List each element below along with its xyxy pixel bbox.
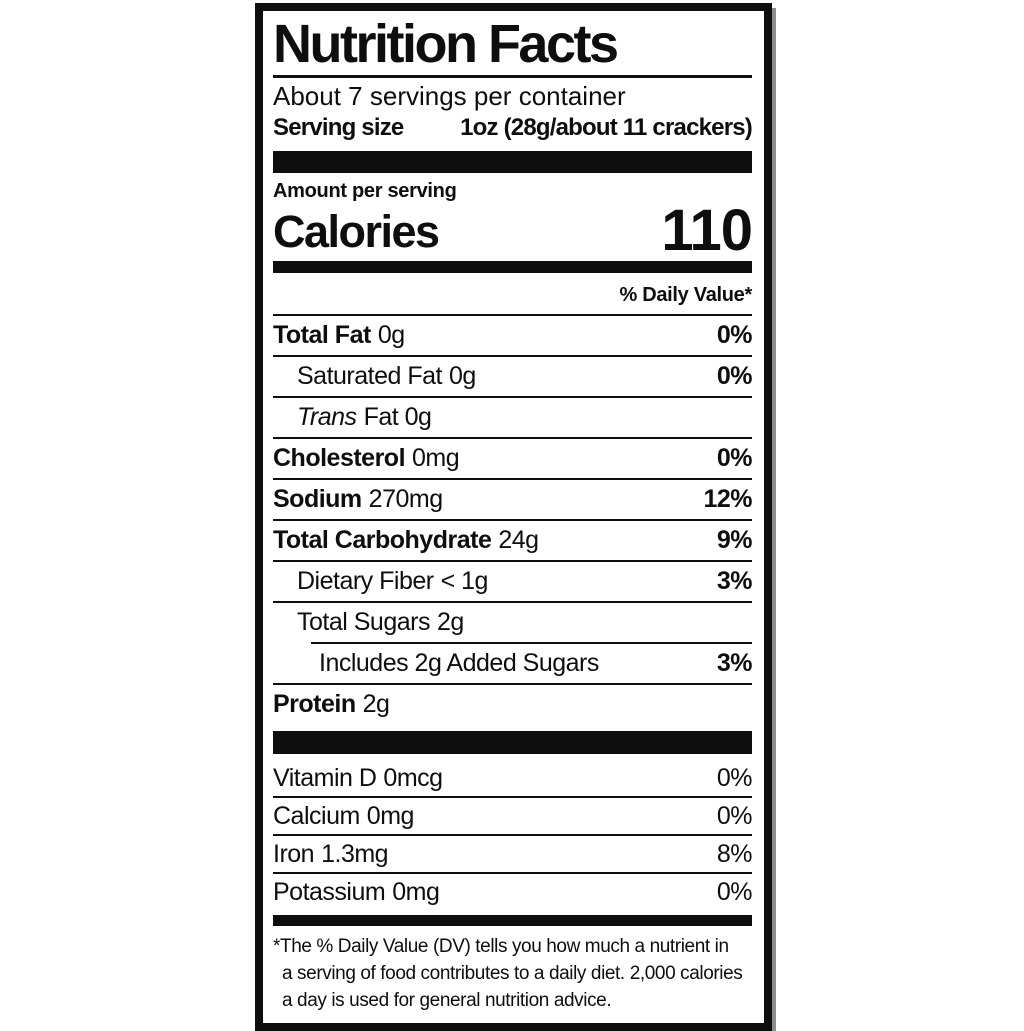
nutrient-dv: 3%: [716, 649, 753, 678]
nutrient-rows: Total Fat 0g 0% Saturated Fat 0g 0% Trans F…: [273, 314, 753, 724]
footnote-line: a serving of food contributes to a daily…: [282, 963, 743, 985]
nutrient-row-cholesterol: Cholesterol 0mg 0%: [273, 439, 753, 478]
nutrient-row-saturated-fat: Saturated Fat 0g 0%: [273, 357, 753, 396]
nutrition-facts-label: Nutrition Facts About 7 servings per con…: [255, 3, 772, 1031]
nutrient-name: Total Fat: [273, 321, 371, 350]
nutrient-name: Saturated Fat: [297, 362, 442, 391]
calories-value: 110: [661, 197, 753, 263]
amount-per-serving-label: Amount per serving: [273, 180, 457, 203]
nutrient-name: Trans: [297, 403, 357, 432]
row-divider: [273, 478, 752, 481]
nutrient-dv: 0%: [716, 444, 753, 473]
micronutrient-rows: Vitamin D 0mcg 0% Calcium 0mg 0% Iron 1.3mg…: [273, 760, 753, 910]
nutrient-amount: 0g: [448, 362, 476, 391]
row-divider: [273, 355, 752, 358]
nutrient-amount: 1.3mg: [321, 839, 389, 868]
nutrient-name: Iron: [273, 839, 315, 868]
calories-label: Calories: [273, 206, 440, 258]
nutrient-dv: 0%: [716, 321, 753, 350]
serving-size-label: Serving size: [273, 114, 404, 142]
daily-value-header: % Daily Value*: [619, 284, 752, 307]
row-divider-indented: [311, 642, 752, 645]
label-title: Nutrition Facts: [273, 14, 619, 74]
footnote-line: a day is used for general nutrition advi…: [282, 990, 612, 1012]
nutrient-name: Potassium: [273, 877, 386, 906]
serving-size-value: 1oz (28g/about 11 crackers): [460, 114, 753, 142]
nutrient-row-added-sugars: Includes 2g Added Sugars 3%: [273, 644, 753, 683]
row-divider: [273, 601, 752, 604]
nutrient-name: Sodium: [273, 485, 362, 514]
nutrient-row-protein: Protein 2g: [273, 685, 752, 724]
micronutrient-row-iron: Iron 1.3mg 8%: [273, 836, 753, 872]
servings-per-container: About 7 servings per container: [273, 81, 626, 112]
nutrient-dv: 9%: [716, 526, 753, 555]
nutrient-amount: 270mg: [368, 485, 443, 514]
section-bar-top: [273, 151, 752, 174]
nutrient-row-sodium: Sodium 270mg 12%: [273, 480, 752, 519]
section-bar-calories: [273, 261, 752, 274]
footnote-line: *The % Daily Value (DV) tells you how mu…: [273, 936, 729, 958]
daily-value-footnote: *The % Daily Value (DV) tells you how mu…: [273, 933, 752, 1014]
nutrient-amount: 2g: [436, 608, 464, 637]
nutrient-amount: Fat 0g: [363, 403, 432, 432]
nutrient-row-total-fat: Total Fat 0g 0%: [273, 316, 753, 355]
nutrient-name: Total Sugars: [297, 608, 430, 637]
nutrient-row-dietary-fiber: Dietary Fiber < 1g 3%: [273, 562, 753, 601]
nutrient-name: Total Carbohydrate: [273, 526, 492, 555]
nutrient-row-total-carbohydrate: Total Carbohydrate 24g 9%: [273, 521, 753, 560]
nutrient-amount: 0mg: [366, 801, 415, 830]
section-bar-footnote: [273, 915, 752, 927]
nutrient-row-trans-fat: Trans Fat 0g: [273, 398, 752, 437]
nutrient-name: Includes 2g Added Sugars: [319, 649, 599, 678]
row-divider: [273, 872, 752, 875]
nutrient-row-total-sugars: Total Sugars 2g: [273, 603, 752, 642]
nutrient-dv: 0%: [716, 763, 753, 792]
row-divider: [273, 560, 752, 563]
nutrient-name: Dietary Fiber: [297, 567, 434, 596]
row-divider: [273, 683, 752, 686]
nutrient-amount: 0g: [377, 321, 405, 350]
nutrient-name: Protein: [273, 690, 356, 719]
nutrient-dv: 0%: [716, 362, 753, 391]
nutrient-amount: 24g: [498, 526, 539, 555]
nutrient-amount: 0mcg: [383, 763, 443, 792]
calories-row: Calories 110: [273, 197, 753, 263]
nutrient-dv: 0%: [716, 801, 753, 830]
nutrient-name: Vitamin D: [273, 763, 377, 792]
nutrient-amount: < 1g: [440, 567, 489, 596]
nutrient-amount: 2g: [362, 690, 390, 719]
micronutrient-row-vitamin-d: Vitamin D 0mcg 0%: [273, 760, 753, 796]
nutrient-name: Calcium: [273, 801, 360, 830]
serving-size-row: Serving size 1oz (28g/about 11 crackers): [273, 112, 753, 143]
title-divider: [273, 75, 752, 79]
nutrient-dv: 3%: [716, 567, 753, 596]
row-divider: [273, 519, 752, 522]
nutrient-dv: 12%: [703, 485, 752, 514]
row-divider: [273, 796, 752, 799]
row-divider: [273, 834, 752, 837]
row-divider: [273, 396, 752, 399]
nutrient-dv: 8%: [716, 839, 753, 868]
nutrient-amount: 0mg: [412, 444, 460, 473]
section-bar-micronutrients: [273, 731, 752, 755]
row-divider: [273, 437, 752, 440]
nutrient-dv: 0%: [716, 877, 753, 906]
nutrient-amount: 0mg: [392, 877, 440, 906]
nutrient-name: Cholesterol: [273, 444, 406, 473]
micronutrient-row-calcium: Calcium 0mg 0%: [273, 798, 753, 834]
micronutrient-row-potassium: Potassium 0mg 0%: [273, 874, 753, 910]
